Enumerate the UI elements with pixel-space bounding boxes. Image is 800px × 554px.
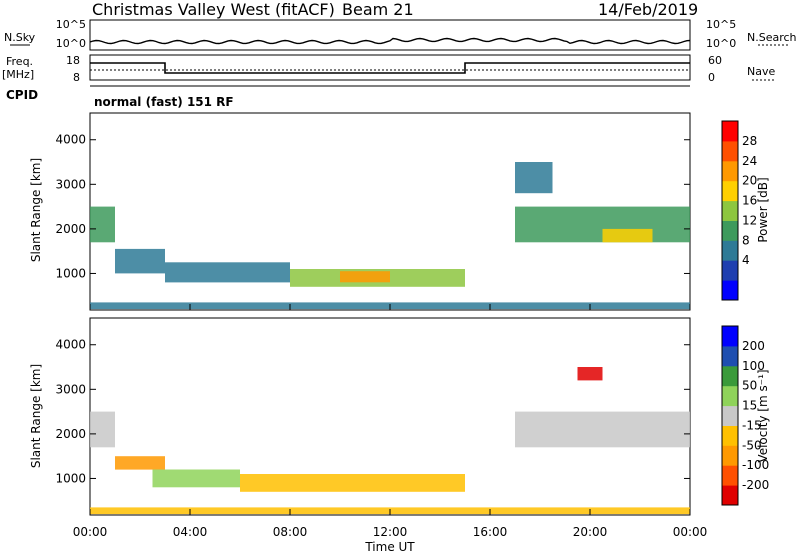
velocity-region-0 (90, 411, 115, 448)
noise-panel: N.Sky N.Search 10^5 10^0 10^5 10^0 (4, 18, 797, 51)
date-label: 14/Feb/2019 (598, 0, 698, 19)
colorbar-swatch (722, 345, 738, 367)
colorbar-tick-label: 20 (742, 174, 757, 188)
y-tick-label: 1000 (55, 266, 86, 280)
colorbar-tick-label: 24 (742, 154, 757, 168)
colorbar-tick-label: 15 (742, 399, 757, 413)
noise-left-label: N.Sky (4, 31, 36, 44)
noise-right-label: N.Search (747, 31, 797, 44)
colorbar-swatch (722, 240, 738, 261)
y-tick-label: 1000 (55, 471, 86, 485)
power-panel: 4000 3000 2000 1000 Slant Range [km] 28 24 20… (29, 112, 770, 311)
colorbar-tick-label: 28 (742, 134, 757, 148)
y-tick-label: 3000 (55, 177, 86, 191)
colorbar-tick-label: 12 (742, 213, 757, 227)
time-axis: 00:00 04:00 08:00 12:00 16:00 20:00 00:00 (73, 304, 708, 539)
colorbar-swatch (722, 385, 738, 407)
nave-tick-bottom: 0 (708, 71, 715, 84)
power-region-7 (602, 228, 653, 243)
power-region-2 (165, 262, 290, 283)
power-region-5 (390, 269, 465, 287)
x-tick-label: 00:00 (73, 525, 108, 539)
colorbar-tick-label: 50 (742, 379, 757, 393)
nave-label: Nave (747, 65, 775, 78)
colorbar-tick-label: 16 (742, 194, 757, 208)
colorbar-swatch (722, 326, 738, 347)
power-region-1 (115, 248, 165, 274)
colorbar-tick-label: 200 (742, 339, 765, 353)
time-axis-label: Time UT (364, 540, 415, 554)
power-colorbar-label: Power [dB] (756, 177, 770, 242)
y-tick-label: 2000 (55, 222, 86, 236)
colorbar-tick-label: 8 (742, 233, 750, 247)
y-tick-label: 3000 (55, 382, 86, 396)
colorbar-swatch (722, 365, 738, 387)
colorbar-swatch (722, 445, 738, 466)
velocity-colorbar: 200 100 50 15 -15 -50 -100 -200 (721, 325, 769, 506)
freq-tick-bottom: 8 (73, 71, 80, 84)
velocity-region-2 (152, 469, 240, 488)
colorbar-swatch (722, 260, 738, 281)
x-tick-label: 20:00 (573, 525, 608, 539)
nave-tick-top: 60 (708, 54, 722, 67)
colorbar-tick-label: -15 (742, 418, 762, 432)
noise-left-tick-bottom: 10^0 (56, 37, 86, 50)
colorbar-tick-label: -200 (742, 478, 769, 492)
freq-trace (90, 62, 690, 74)
velocity-region-5 (577, 367, 603, 381)
colorbar-frame (721, 120, 739, 301)
colorbar-tick-label: -50 (742, 438, 762, 452)
velocity-region-4 (515, 411, 690, 448)
velocity-panel: 4000 3000 2000 1000 Slant Range [km] 200 100… (29, 317, 770, 516)
power-region-4 (340, 271, 390, 283)
colorbar-swatch (722, 200, 738, 221)
noise-trace (89, 37, 691, 45)
velocity-region-1 (115, 456, 165, 470)
colorbar-tick-label: 4 (742, 253, 750, 267)
noise-right-tick-bottom: 10^0 (706, 37, 736, 50)
power-y-ticks: 4000 3000 2000 1000 (55, 133, 690, 280)
freq-tick-top: 18 (66, 54, 80, 67)
colorbar-swatch (722, 140, 738, 162)
colorbar-swatch (722, 121, 738, 142)
x-tick-label: 16:00 (473, 525, 508, 539)
colorbar-swatch (722, 485, 738, 506)
colorbar-tick-label: 100 (742, 359, 765, 373)
x-tick-label: 00:00 (673, 525, 708, 539)
colorbar-swatch (722, 425, 738, 446)
station-title: Christmas Valley West (fitACF) (92, 0, 335, 19)
colorbar-swatch (722, 280, 738, 301)
noise-right-tick-top: 10^5 (706, 18, 736, 31)
x-tick-label: 04:00 (173, 525, 208, 539)
freq-unit-label: [MHz] (2, 68, 34, 81)
noise-left-tick-top: 10^5 (56, 18, 86, 31)
colorbar-swatch (722, 180, 738, 202)
freq-panel: Freq. [MHz] Nave 18 8 60 0 (2, 54, 775, 84)
cpid-mode: normal (fast) 151 RF (94, 95, 234, 109)
y-tick-label: 4000 (55, 133, 86, 147)
power-region-0 (90, 206, 115, 243)
velocity-ylabel: Slant Range [km] (29, 364, 43, 468)
x-tick-label: 08:00 (273, 525, 308, 539)
colorbar-frame (721, 325, 739, 506)
velocity-colorbar-label: Velocity [m s⁻¹] (756, 369, 770, 462)
power-ylabel: Slant Range [km] (29, 158, 43, 262)
colorbar-swatch (722, 220, 738, 241)
y-tick-label: 4000 (55, 338, 86, 352)
power-colorbar: 28 24 20 16 12 8 4 (721, 120, 757, 301)
y-tick-label: 2000 (55, 427, 86, 441)
velocity-region-3 (240, 474, 465, 492)
power-region-8 (515, 162, 553, 194)
cpid-label: CPID (6, 88, 38, 102)
colorbar-swatch (722, 405, 738, 426)
velocity-y-ticks: 4000 3000 2000 1000 (55, 338, 690, 485)
colorbar-swatch (722, 160, 738, 182)
freq-label: Freq. (6, 55, 33, 68)
beam-label: Beam 21 (342, 0, 414, 19)
colorbar-tick-label: -100 (742, 458, 769, 472)
x-tick-label: 12:00 (373, 525, 408, 539)
colorbar-swatch (722, 465, 738, 486)
